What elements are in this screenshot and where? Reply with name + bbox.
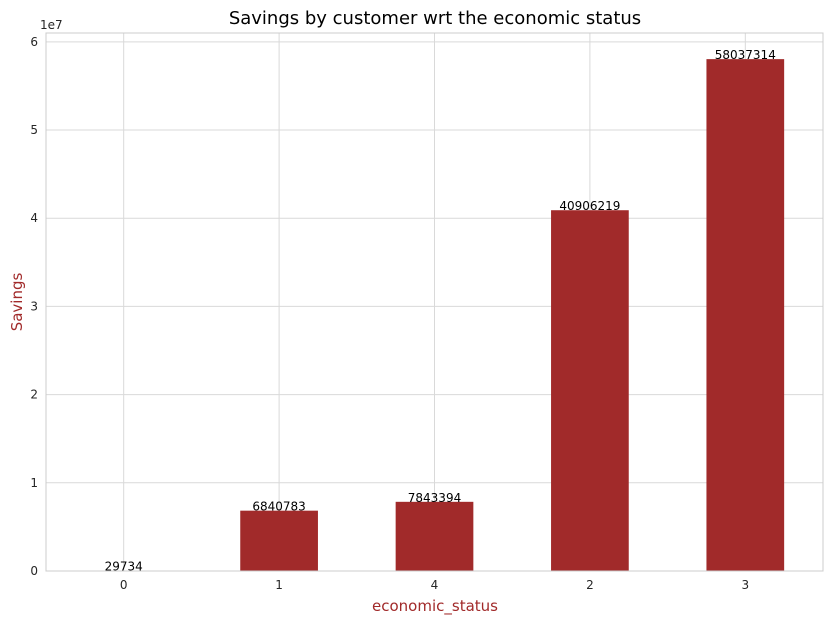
y-tick-label: 2	[30, 388, 38, 402]
chart-title: Savings by customer wrt the economic sta…	[229, 8, 641, 29]
y-tick-label: 4	[30, 211, 38, 225]
y-tick-label: 0	[30, 564, 38, 578]
bar	[551, 210, 629, 571]
ticks-layer: 0 1 2 3 4 5 6 0 1 4 2 3	[30, 35, 749, 592]
bar	[240, 510, 318, 571]
bar-value-label: 29734	[105, 560, 143, 574]
y-axis-label: Savings	[8, 273, 26, 332]
y-tick-label: 5	[30, 123, 38, 137]
y-axis-offset-label: 1e7	[40, 18, 63, 32]
bar-value-label: 6840783	[252, 500, 305, 514]
bar-value-label: 58037314	[715, 48, 776, 62]
x-tick-label: 1	[275, 578, 283, 592]
plot-frame	[45, 32, 824, 572]
x-tick-label: 2	[586, 578, 594, 592]
y-tick-label: 1	[30, 476, 38, 490]
y-tick-label: 3	[30, 299, 38, 313]
bar-value-label: 7843394	[408, 491, 461, 505]
x-tick-label: 4	[431, 578, 439, 592]
y-tick-label: 6	[30, 35, 38, 49]
data-labels-layer: 29734 6840783 7843394 40906219 58037314	[105, 48, 776, 574]
x-tick-label: 0	[120, 578, 128, 592]
x-tick-label: 3	[741, 578, 749, 592]
x-axis-label: economic_status	[372, 597, 498, 616]
bar	[395, 501, 474, 571]
bar-value-label: 40906219	[559, 199, 620, 213]
bar	[706, 59, 785, 572]
bars-layer	[84, 59, 785, 572]
